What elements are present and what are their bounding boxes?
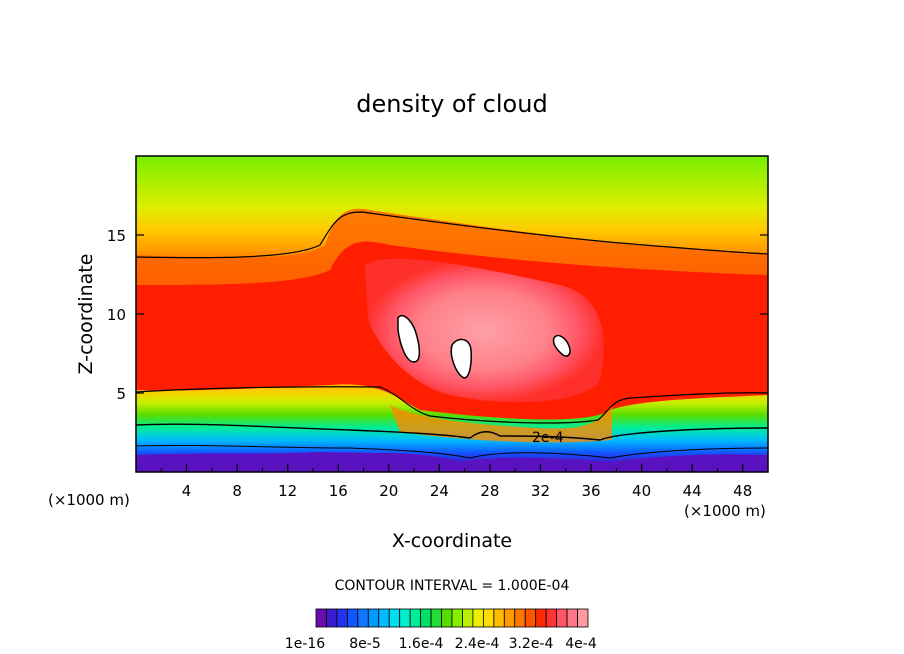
heatmap-lower-valley (390, 405, 612, 443)
colorbar-cell (367, 608, 380, 628)
x-tick-label: 36 (581, 482, 600, 500)
x-tick-label: 8 (232, 482, 242, 500)
x-axis-label: X-coordinate (392, 530, 512, 552)
colorbar-cell (535, 608, 547, 628)
colorbar-cell (336, 608, 348, 628)
y-tick-label: 5 (116, 385, 126, 403)
x-tick-label: 12 (278, 482, 297, 500)
colorbar-cell (388, 608, 401, 628)
x-tick-label: 16 (329, 482, 348, 500)
colorbar-cell (315, 608, 327, 628)
x-tick-label: 4 (182, 482, 192, 500)
contour-line-upper (136, 211, 768, 259)
contour-line-lower (136, 444, 768, 459)
colorbar-cell (577, 608, 589, 628)
colorbar-cell (346, 608, 359, 628)
colorbar-cell (357, 608, 369, 628)
y-axis-ticks: 5 10 15 (107, 227, 768, 403)
contour-interval-text: CONTOUR INTERVAL = 1.000E-04 (335, 578, 570, 594)
x-tick-label: 40 (632, 482, 651, 500)
x-axis-ticks: 4 8 12 16 20 24 28 32 36 40 44 48 (160, 464, 752, 500)
heatmap-core (365, 258, 604, 403)
x-tick-label: 44 (683, 482, 702, 500)
colorbar-label: 4e-4 (565, 636, 597, 652)
colorbar-cell (441, 608, 453, 628)
colorbar-cell (566, 608, 578, 628)
colorbar-cell (420, 608, 432, 628)
contour-line-middle (136, 386, 768, 424)
x-tick-label: 48 (733, 482, 752, 500)
colorbar-cell (503, 608, 516, 628)
colorbar-cell (451, 608, 463, 628)
heatmap-hole (397, 314, 421, 363)
x-tick-label: 20 (379, 482, 398, 500)
colorbar-cell (545, 608, 558, 628)
x-tick-label: 32 (531, 482, 550, 500)
plot-area: 2e-4 (136, 156, 768, 472)
colorbar (315, 608, 589, 628)
colorbar-cell (472, 608, 484, 628)
colorbar-label: 8e-5 (349, 636, 380, 652)
contour-label: 2e-4 (532, 430, 564, 446)
colorbar-label: 1.6e-4 (399, 636, 444, 652)
heatmap-hole (552, 334, 571, 357)
colorbar-cell (514, 608, 526, 628)
colorbar-cell (482, 608, 495, 628)
colorbar-cell (430, 608, 442, 628)
colorbar-label: 1e-16 (285, 636, 325, 652)
contour-line-2e4 (136, 423, 768, 441)
colorbar-cell (493, 608, 505, 628)
colorbar-cell (409, 608, 422, 628)
colorbar-label: 2.4e-4 (455, 636, 500, 652)
colorbar-cell (524, 608, 537, 628)
colorbar-label: 3.2e-4 (509, 636, 554, 652)
x-tick-label: 24 (430, 482, 449, 500)
colorbar-cell (326, 608, 338, 628)
heatmap-ground (136, 452, 768, 472)
chart-title: density of cloud (356, 90, 547, 118)
colorbar-cell (399, 608, 411, 628)
x-axis-unit-left: (×1000 m) (48, 491, 130, 509)
y-tick-label: 15 (107, 227, 126, 245)
x-axis-unit-right: (×1000 m) (684, 502, 766, 520)
y-tick-label: 10 (107, 306, 126, 324)
colorbar-labels: 1e-16 8e-5 1.6e-4 2.4e-4 3.2e-4 4e-4 (285, 636, 597, 652)
colorbar-cell (378, 608, 390, 628)
colorbar-cell (462, 608, 474, 628)
heatmap-hole (450, 338, 472, 379)
y-axis-label: Z-coordinate (75, 254, 97, 375)
colorbar-cell (556, 608, 568, 628)
x-tick-label: 28 (480, 482, 499, 500)
